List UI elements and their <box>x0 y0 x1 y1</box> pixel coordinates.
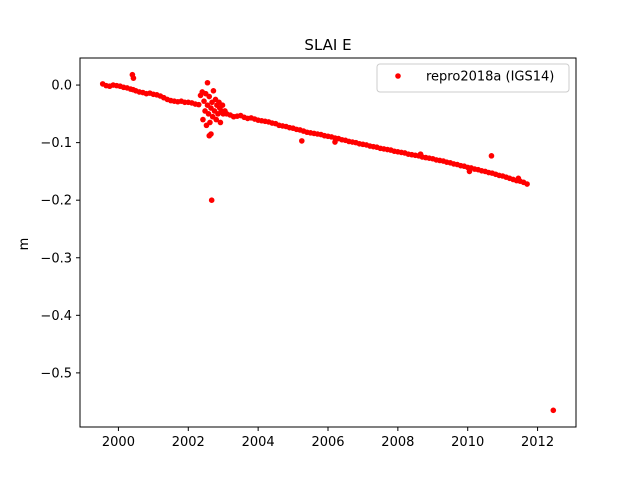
y-tick-label: −0.3 <box>40 251 72 266</box>
data-point <box>204 79 211 86</box>
y-axis-label: m <box>17 238 32 251</box>
data-point <box>207 119 213 126</box>
data-point <box>219 102 226 108</box>
y-tick-label: −0.2 <box>40 194 72 209</box>
x-tick-label: 2002 <box>172 435 205 450</box>
y-tick-label: −0.1 <box>40 136 72 151</box>
data-point <box>201 98 207 104</box>
plot-frame <box>79 57 577 428</box>
x-tick-label: 2000 <box>102 435 135 450</box>
data-point <box>488 153 495 159</box>
data-point <box>206 93 213 100</box>
data-point <box>130 75 137 81</box>
y-tick-label: 0.0 <box>51 79 72 94</box>
data-point <box>524 181 530 187</box>
data-points <box>99 71 557 414</box>
x-tick-label: 2008 <box>381 435 414 450</box>
x-tick-label: 2010 <box>451 435 484 450</box>
data-point <box>205 111 212 117</box>
chart-title: SLAI E <box>304 36 351 54</box>
legend: repro2018a (IGS14) <box>376 63 570 93</box>
x-tick-label: 2006 <box>311 435 344 450</box>
data-point <box>210 88 217 94</box>
data-point <box>217 119 224 126</box>
data-point <box>200 116 206 123</box>
y-tick-label: −0.5 <box>40 366 72 381</box>
legend-label: repro2018a (IGS14) <box>426 70 554 85</box>
y-tick-label: −0.4 <box>40 309 72 324</box>
data-point <box>466 168 473 175</box>
data-point <box>515 175 522 182</box>
legend-box <box>376 63 570 93</box>
data-point <box>332 139 338 145</box>
data-point <box>208 131 214 137</box>
y-axis-ticks: 0.0 −0.1 −0.2 −0.3 −0.4 −0.5 <box>40 79 80 381</box>
x-axis-ticks: 2000 2002 2004 2006 2008 2010 2012 <box>102 427 554 450</box>
x-tick-label: 2012 <box>521 435 554 450</box>
data-point <box>195 101 202 108</box>
data-point <box>550 407 557 414</box>
data-point <box>417 151 424 157</box>
data-point <box>213 116 220 123</box>
legend-marker <box>395 73 401 79</box>
data-point <box>208 197 215 203</box>
x-tick-label: 2004 <box>242 435 275 450</box>
data-point <box>299 138 305 144</box>
